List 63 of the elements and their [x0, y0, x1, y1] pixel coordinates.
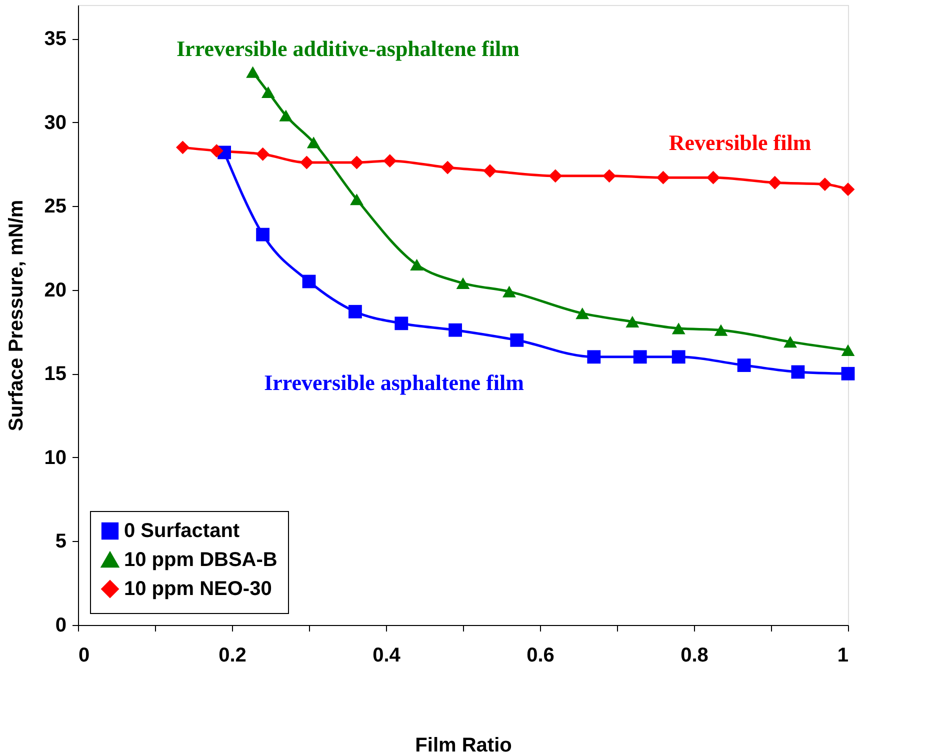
y-tick-label: 30 — [44, 112, 66, 134]
point — [410, 258, 424, 271]
y-tick-label: 10 — [44, 446, 66, 469]
x-tick-label: 1 — [837, 644, 848, 666]
point — [448, 323, 462, 337]
y-tick-label: 5 — [55, 530, 66, 553]
x-axis-title: Film Ratio — [415, 734, 512, 756]
y-axis-title: Surface Pressure, mN/m — [5, 200, 28, 432]
point — [706, 170, 720, 184]
legend-label: 10 ppm NEO-30 — [124, 578, 272, 600]
point — [176, 140, 190, 154]
legend-label: 0 Surfactant — [124, 520, 240, 542]
point — [246, 66, 260, 78]
point — [841, 366, 855, 380]
point — [633, 350, 647, 364]
point — [510, 333, 524, 347]
point — [791, 365, 805, 379]
y-tick-label: 15 — [44, 363, 66, 386]
point — [306, 136, 320, 148]
point — [548, 169, 562, 183]
point — [350, 194, 364, 206]
point — [383, 154, 397, 168]
point — [841, 344, 855, 356]
x-tick-label: 0.2 — [218, 644, 246, 666]
point — [350, 156, 364, 170]
legend-label: 10 ppm DBSA-B — [124, 549, 278, 571]
x-tick-label: 0.8 — [680, 644, 708, 666]
point — [672, 350, 686, 364]
point — [302, 274, 316, 288]
y-tick-label: 25 — [44, 196, 66, 218]
annotation: Irreversible additive-asphaltene film — [176, 36, 520, 61]
point — [672, 322, 686, 334]
point — [818, 178, 832, 192]
point — [256, 228, 270, 242]
y-tick-label: 35 — [44, 28, 66, 50]
point — [440, 160, 454, 174]
point — [768, 176, 782, 190]
point — [279, 110, 293, 122]
point — [456, 277, 470, 289]
point — [626, 316, 640, 328]
point — [394, 316, 408, 330]
point — [587, 350, 601, 364]
point — [256, 147, 270, 161]
point — [210, 144, 224, 158]
point — [841, 182, 855, 196]
point — [714, 324, 728, 336]
point — [576, 308, 590, 320]
point — [300, 156, 314, 170]
point — [737, 358, 751, 372]
y-tick-label: 20 — [44, 279, 66, 302]
point — [602, 169, 616, 183]
point — [656, 170, 670, 184]
point — [502, 286, 516, 298]
point — [483, 164, 497, 178]
annotation: Reversible film — [668, 130, 812, 155]
x-tick-label: 0.6 — [526, 644, 554, 666]
y-tick-label: 0 — [55, 614, 66, 636]
point — [348, 304, 362, 318]
point — [784, 336, 797, 348]
x-tick-label: 0 — [78, 644, 90, 666]
point — [261, 86, 275, 98]
annotation: Irreversible asphaltene film — [264, 370, 524, 395]
x-tick-label: 0.4 — [372, 644, 402, 666]
